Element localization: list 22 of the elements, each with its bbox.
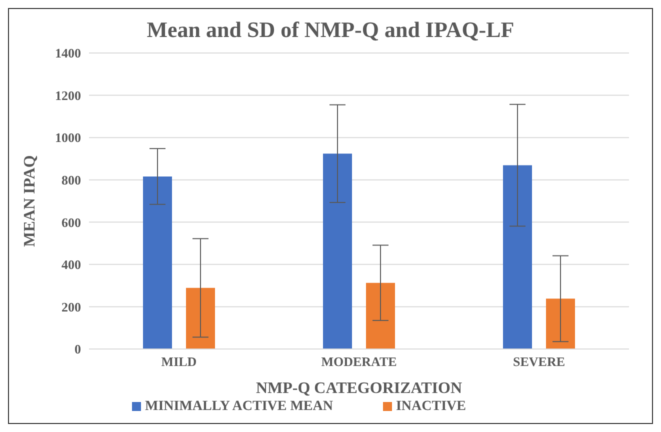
x-tick-label: MILD <box>161 354 197 370</box>
legend-label: MINIMALLY ACTIVE MEAN <box>145 399 333 414</box>
legend-label: INACTIVE <box>396 399 466 414</box>
bar <box>503 165 532 349</box>
y-tick-label: 1200 <box>55 88 81 103</box>
bar <box>186 288 215 349</box>
y-tick-label: 0 <box>74 342 81 357</box>
x-tick-label: MODERATE <box>321 354 397 370</box>
y-tick-label: 600 <box>62 214 81 230</box>
y-axis-title: MEAN IPAQ <box>22 155 39 247</box>
y-tick-label: 800 <box>62 172 81 188</box>
bar <box>546 298 575 349</box>
y-tick-label: 400 <box>62 257 81 272</box>
y-tick-label: 1000 <box>55 130 81 146</box>
bar <box>366 282 395 349</box>
y-tick-label: 200 <box>62 299 81 314</box>
bar <box>143 176 172 349</box>
x-tick-label: SEVERE <box>512 354 566 370</box>
bar <box>323 154 352 349</box>
chart-title: Mean and SD of NMP-Q and IPAQ-LF <box>146 17 516 44</box>
x-axis-title: NMP-Q CATEGORIZATION <box>256 380 462 397</box>
y-tick-label: 1400 <box>55 46 81 61</box>
